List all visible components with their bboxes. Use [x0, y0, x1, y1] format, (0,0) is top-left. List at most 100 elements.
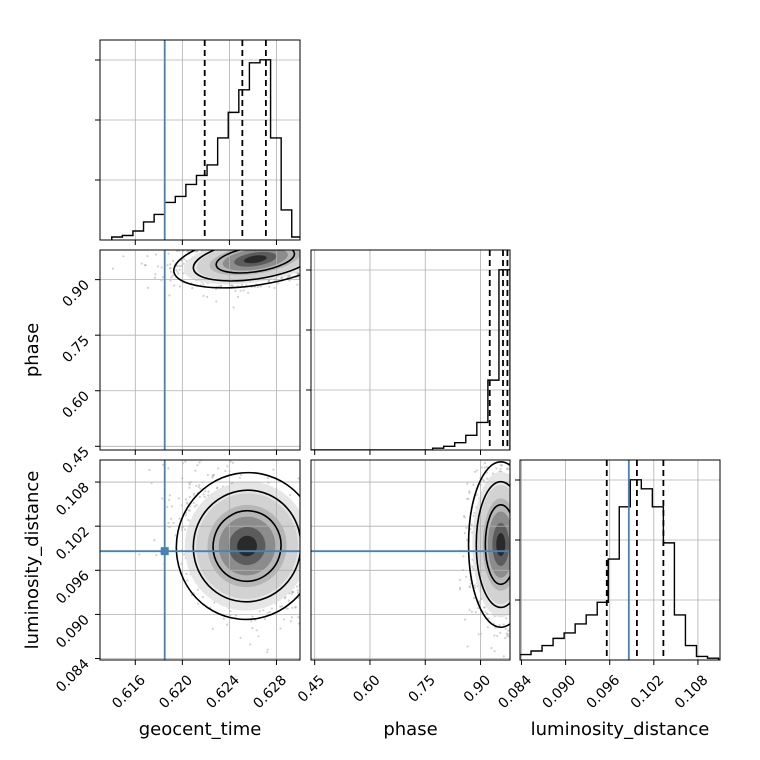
sample-point — [513, 550, 515, 552]
sample-point — [526, 473, 528, 475]
sample-point — [312, 235, 314, 237]
sample-point — [512, 580, 514, 582]
sample-point — [216, 486, 219, 489]
density-layer — [111, 232, 535, 658]
sample-point — [249, 247, 251, 249]
sample-point — [169, 270, 172, 273]
sample-point — [530, 530, 532, 532]
sample-point — [185, 501, 189, 504]
sample-point — [255, 244, 257, 246]
ylabel-luminosity-distance: luminosity_distance — [22, 471, 43, 650]
sample-point — [290, 592, 293, 595]
sample-point — [215, 300, 218, 303]
sample-point — [495, 444, 497, 446]
sample-point — [515, 548, 517, 550]
tick-label-luminosity-distance: 0.090 — [540, 672, 580, 712]
sample-point — [306, 248, 308, 250]
sample-point — [297, 272, 300, 275]
sample-point — [166, 505, 169, 508]
sample-point — [312, 265, 314, 267]
sample-point — [533, 528, 535, 530]
sample-point — [162, 463, 165, 466]
sample-point — [522, 471, 524, 473]
sample-point — [315, 572, 317, 574]
sample-point — [331, 577, 333, 579]
sample-point — [302, 619, 304, 621]
sample-point — [308, 236, 310, 238]
sample-point — [512, 566, 514, 568]
sample-point — [514, 507, 516, 509]
tick-label-luminosity-distance: 0.090 — [53, 612, 93, 652]
sample-point — [513, 551, 515, 553]
sample-point — [184, 498, 187, 501]
sample-point — [153, 539, 156, 542]
sample-point — [311, 241, 313, 243]
density-level — [243, 255, 267, 264]
sample-point — [239, 246, 241, 248]
sample-point — [490, 646, 493, 650]
sample-point — [147, 286, 150, 289]
sample-point — [318, 565, 320, 567]
sample-point — [306, 258, 308, 260]
sample-point — [528, 504, 530, 506]
tick-label-geocent-time: 0.616 — [109, 672, 149, 712]
sample-point — [301, 240, 303, 242]
sample-point — [489, 455, 491, 457]
sample-point — [307, 580, 309, 582]
sample-point — [252, 232, 254, 234]
sample-point — [306, 250, 308, 252]
sample-point — [533, 569, 535, 571]
sample-point — [510, 522, 512, 524]
sample-point — [169, 263, 172, 266]
sample-point — [240, 242, 242, 244]
sample-point — [154, 273, 157, 276]
sample-point — [515, 611, 517, 613]
sample-point — [242, 289, 245, 292]
sample-point — [267, 248, 269, 250]
sample-point — [514, 476, 516, 478]
sample-point — [307, 246, 309, 248]
sample-point — [332, 252, 334, 254]
sample-point — [367, 254, 369, 256]
sample-point — [140, 262, 143, 265]
sample-point — [315, 242, 317, 244]
sample-point — [468, 586, 471, 589]
sample-point — [311, 246, 313, 248]
sample-point — [258, 243, 260, 245]
sample-point — [272, 468, 275, 471]
sample-point — [516, 555, 518, 557]
sample-point — [226, 465, 229, 468]
sample-point — [304, 256, 306, 258]
sample-point — [305, 266, 307, 268]
sample-point — [337, 592, 339, 594]
sample-point — [241, 283, 244, 286]
sample-point — [166, 264, 169, 267]
sample-point — [517, 533, 519, 535]
sample-point — [235, 246, 237, 248]
sample-point — [296, 283, 299, 286]
tick-label-luminosity-distance: 0.096 — [584, 672, 624, 712]
sample-point — [175, 248, 177, 250]
contour-line — [475, 480, 510, 609]
sample-point — [491, 437, 493, 439]
sample-point — [473, 586, 477, 589]
sample-point — [316, 589, 318, 591]
sample-point — [237, 235, 239, 237]
sample-point — [359, 253, 361, 255]
sample-point — [259, 241, 261, 243]
sample-point — [303, 573, 305, 575]
sample-point — [195, 484, 198, 487]
sample-point — [472, 567, 475, 570]
sample-point — [303, 252, 305, 254]
tick-label-phase: 0.75 — [59, 333, 92, 366]
sample-point — [524, 561, 526, 563]
sample-point — [338, 242, 340, 244]
sample-point — [512, 613, 514, 615]
sample-point — [290, 590, 294, 593]
sample-point — [148, 468, 151, 472]
frame-layer — [95, 39, 721, 665]
sample-point — [470, 523, 473, 526]
sample-point — [186, 502, 189, 505]
sample-point — [191, 287, 194, 290]
sample-point — [266, 476, 269, 480]
